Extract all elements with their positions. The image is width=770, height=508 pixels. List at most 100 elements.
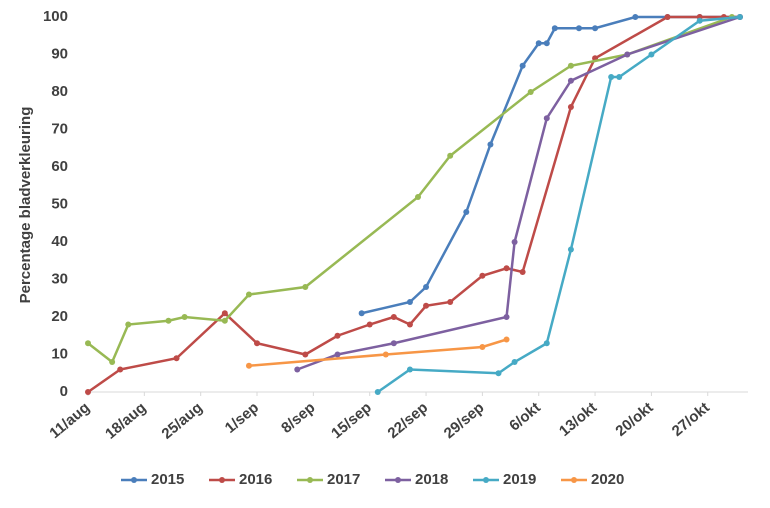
x-tick-label: 8/sep — [278, 399, 318, 437]
data-point — [567, 246, 574, 253]
data-point — [567, 104, 574, 110]
data-point — [463, 209, 470, 215]
data-point — [294, 366, 301, 373]
data-point — [245, 291, 252, 298]
x-tick-label: 6/okt — [506, 399, 544, 435]
x-tick-label: 15/sep — [328, 399, 375, 442]
x-tick-label: 22/sep — [384, 399, 431, 442]
data-point — [575, 25, 582, 32]
data-point — [85, 389, 91, 395]
y-tick-label: 10 — [51, 345, 68, 362]
y-tick-label: 40 — [51, 233, 68, 250]
x-tick-label: 25/aug — [158, 399, 205, 443]
y-tick-label: 90 — [51, 45, 68, 62]
data-point — [302, 284, 309, 290]
data-point — [125, 321, 132, 328]
series-line — [248, 338, 507, 367]
x-tick-label: 29/sep — [441, 399, 488, 442]
series-line — [296, 15, 741, 371]
data-point — [696, 17, 703, 24]
data-point — [423, 284, 430, 290]
y-tick-label: 80 — [51, 83, 68, 100]
legend-label: 2015 — [151, 471, 184, 488]
data-point — [358, 310, 365, 317]
data-point — [173, 355, 180, 362]
data-point — [406, 299, 413, 305]
y-axis-label: Percentage bladverkleuring — [17, 107, 34, 304]
series-line — [87, 15, 733, 364]
data-point — [423, 302, 430, 309]
y-tick-label: 70 — [51, 120, 68, 137]
legend-label: 2019 — [503, 471, 536, 488]
legend-marker — [571, 477, 577, 483]
x-tick-label: 11/aug — [46, 399, 93, 442]
data-point — [503, 336, 510, 343]
data-point — [511, 239, 518, 245]
y-tick-label: 30 — [51, 270, 68, 287]
y-tick-label: 100 — [43, 8, 68, 25]
data-point — [406, 366, 413, 373]
legend-marker — [131, 477, 137, 483]
data-point — [254, 340, 261, 347]
data-point — [382, 351, 389, 358]
data-point — [608, 74, 615, 80]
series-line — [87, 15, 740, 394]
data-point — [479, 272, 486, 279]
data-point — [245, 362, 252, 369]
data-point — [567, 62, 574, 69]
series-line — [361, 15, 740, 315]
data-point — [664, 14, 671, 20]
data-point — [592, 25, 599, 32]
data-point — [624, 51, 631, 58]
data-point — [567, 77, 574, 84]
data-point — [495, 370, 502, 377]
data-point — [543, 40, 550, 47]
y-tick-label: 20 — [51, 308, 68, 325]
x-tick-label: 13/okt — [556, 399, 600, 440]
data-point — [390, 340, 397, 347]
x-tick-label: 20/okt — [612, 399, 656, 440]
data-point — [503, 314, 510, 320]
data-point — [117, 366, 124, 373]
legend-label: 2018 — [415, 471, 448, 488]
data-point — [535, 40, 542, 47]
data-point — [366, 321, 373, 328]
data-point — [181, 314, 188, 320]
data-point — [374, 389, 381, 395]
data-point — [221, 310, 228, 317]
y-tick-label: 50 — [51, 195, 68, 212]
legend-label: 2020 — [591, 471, 624, 488]
data-point — [334, 351, 341, 358]
data-point — [334, 332, 341, 339]
data-point — [302, 351, 309, 358]
data-point — [221, 317, 228, 324]
data-point — [109, 359, 116, 365]
x-tick-label: 18/aug — [102, 399, 149, 443]
y-tick-label: 0 — [60, 383, 68, 400]
data-point — [648, 51, 655, 58]
x-tick-label: 27/okt — [669, 399, 713, 440]
y-tick-label: 60 — [51, 158, 68, 175]
data-point — [447, 152, 454, 159]
data-point — [85, 340, 91, 347]
legend-marker — [483, 477, 489, 483]
data-point — [736, 14, 743, 20]
legend-label: 2017 — [327, 471, 360, 488]
data-point — [551, 25, 558, 32]
data-point — [479, 344, 486, 350]
data-point — [447, 299, 454, 305]
data-point — [519, 62, 526, 69]
data-point — [390, 314, 397, 320]
data-point — [616, 74, 623, 80]
data-point — [415, 194, 421, 200]
x-tick-label: 1/sep — [222, 399, 262, 437]
data-point — [406, 321, 413, 328]
legend-label: 2016 — [239, 471, 272, 488]
data-point — [487, 141, 494, 148]
data-point — [632, 14, 639, 20]
legend-marker — [395, 477, 401, 483]
data-point — [527, 89, 534, 95]
legend-marker — [219, 477, 225, 483]
